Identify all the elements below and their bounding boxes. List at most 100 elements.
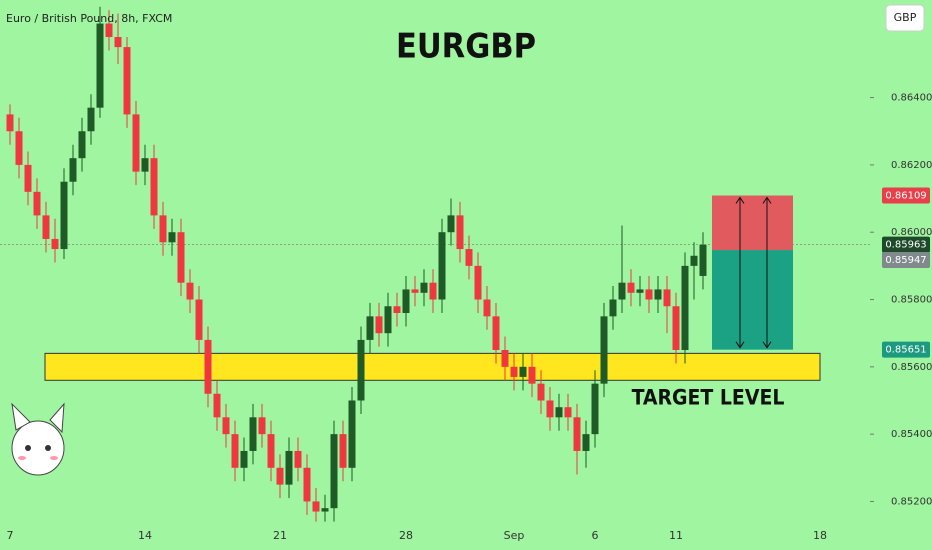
x-tick-label: 11 bbox=[669, 529, 683, 542]
candle-body bbox=[186, 282, 194, 300]
candle-body bbox=[447, 215, 455, 233]
target-area bbox=[712, 250, 793, 350]
candle-body bbox=[33, 191, 41, 216]
candle-body bbox=[492, 316, 500, 350]
arrow-head bbox=[762, 196, 772, 349]
candle-body bbox=[6, 114, 14, 132]
candle-body bbox=[69, 158, 77, 182]
target-zone bbox=[44, 352, 821, 381]
candle-body bbox=[222, 417, 230, 435]
candle-body bbox=[294, 450, 302, 468]
candle-body bbox=[582, 434, 590, 451]
candle-body bbox=[411, 289, 419, 293]
candle-body bbox=[510, 366, 518, 377]
stop-price-label: 0.86109 bbox=[885, 191, 926, 202]
x-tick-label: 7 bbox=[7, 529, 14, 542]
y-tick-label: 0.85800 bbox=[891, 295, 932, 306]
candle-body bbox=[231, 434, 239, 468]
stop-area bbox=[712, 195, 793, 251]
candle-body bbox=[384, 306, 392, 334]
target-price-label: 0.85651 bbox=[885, 345, 926, 356]
candle-body bbox=[654, 289, 662, 300]
candle-body bbox=[96, 23, 104, 108]
x-tick-label: 28 bbox=[399, 529, 413, 542]
candle-body bbox=[42, 215, 50, 239]
candle-body bbox=[303, 467, 311, 502]
candle-body bbox=[51, 238, 59, 250]
candle-body bbox=[87, 107, 95, 132]
candle-body bbox=[681, 265, 689, 350]
candle-body bbox=[258, 417, 266, 435]
candle-body bbox=[168, 232, 176, 243]
candle-body bbox=[690, 255, 698, 266]
candle-body bbox=[699, 244, 707, 276]
candle-body bbox=[240, 450, 248, 468]
candle-body bbox=[501, 350, 509, 367]
candle-body bbox=[564, 407, 572, 418]
candle-body bbox=[420, 282, 428, 293]
arrow-head bbox=[735, 196, 745, 349]
entry-price-bg bbox=[882, 252, 930, 269]
y-tick-label: 0.86000 bbox=[891, 227, 932, 238]
candle-body bbox=[123, 47, 131, 115]
candle-body bbox=[429, 282, 437, 300]
candle-body bbox=[438, 232, 446, 300]
last-price-label: 0.85963 bbox=[885, 240, 926, 251]
candle-body bbox=[267, 434, 275, 468]
candle-body bbox=[195, 299, 203, 340]
x-tick-label: 14 bbox=[138, 529, 152, 542]
x-tick-label: 21 bbox=[273, 529, 287, 542]
candle-body bbox=[636, 289, 644, 293]
x-tick-label: Sep bbox=[504, 529, 525, 542]
candle-body bbox=[402, 289, 410, 313]
y-tick-label: 0.85400 bbox=[891, 429, 932, 440]
currency-label[interactable]: GBP bbox=[894, 11, 917, 24]
candle-body bbox=[348, 400, 356, 468]
y-tick-label: 0.85200 bbox=[891, 496, 932, 507]
candle-body bbox=[204, 339, 212, 394]
candle-body bbox=[213, 393, 221, 418]
candle-body bbox=[528, 366, 536, 384]
last-price-label-bg bbox=[882, 236, 930, 253]
target-price-label-bg bbox=[882, 341, 930, 358]
candle-body bbox=[24, 164, 32, 192]
candle-body bbox=[618, 282, 626, 300]
candle-body bbox=[339, 434, 347, 468]
annotation: TARGET LEVEL bbox=[632, 385, 785, 409]
candle-body bbox=[672, 306, 680, 350]
candle-body bbox=[249, 417, 257, 451]
candle-body bbox=[141, 158, 149, 172]
candle-body bbox=[555, 407, 563, 418]
candle-body bbox=[375, 316, 383, 334]
mascot bbox=[11, 402, 65, 476]
candle-body bbox=[132, 114, 140, 172]
candle-body bbox=[519, 366, 527, 377]
candle-body bbox=[60, 181, 68, 250]
y-tick-label: 0.86200 bbox=[891, 160, 932, 171]
y-tick-label: 0.85600 bbox=[891, 362, 932, 373]
candle-body bbox=[465, 249, 473, 266]
candle-body bbox=[546, 400, 554, 418]
candle-body bbox=[663, 289, 671, 307]
candle-body bbox=[600, 316, 608, 384]
candle-body bbox=[159, 215, 167, 243]
chart-title: EURGBP bbox=[396, 27, 536, 67]
candle-body bbox=[312, 501, 320, 512]
symbol-info: Euro / British Pound, 8h, FXCM bbox=[6, 12, 172, 25]
candle-body bbox=[105, 23, 113, 38]
candle-body bbox=[78, 131, 86, 159]
candle-body bbox=[474, 265, 482, 300]
candle-body bbox=[285, 450, 293, 485]
candle-body bbox=[330, 434, 338, 509]
candle-body bbox=[357, 339, 365, 401]
candle-body bbox=[150, 158, 158, 216]
candle-body bbox=[276, 467, 284, 485]
currency-box[interactable] bbox=[885, 4, 925, 32]
candle-body bbox=[609, 299, 617, 317]
candle-body bbox=[393, 306, 401, 313]
x-tick-label: 18 bbox=[813, 529, 827, 542]
candle-body bbox=[177, 232, 185, 283]
stop-price-label-bg bbox=[882, 187, 930, 204]
candle-body bbox=[537, 383, 545, 401]
